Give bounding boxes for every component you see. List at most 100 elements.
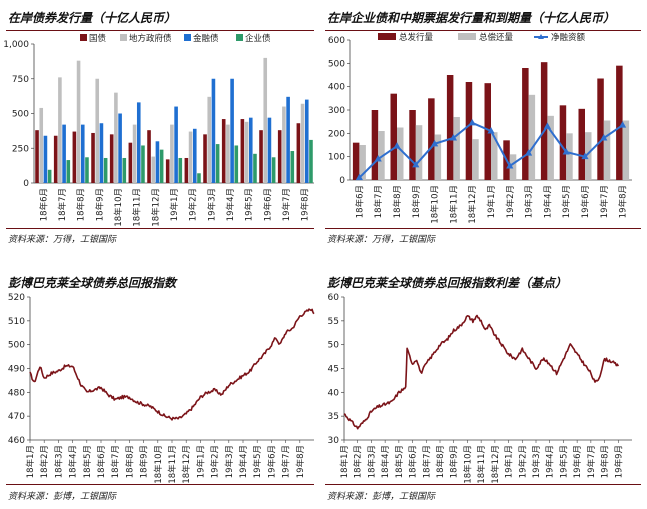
chart-title-global-bond-index: 彭博巴克莱全球债券总回报指数 (8, 276, 177, 290)
legend-label: 金融债 (193, 33, 219, 44)
legend-swatch (80, 34, 87, 41)
x-tick-label: 19年6月 (266, 445, 277, 478)
x-tick-label: 18年2月 (353, 445, 364, 478)
global-bond-index-chart: 460 470 480 490 500 510 520 18年1月 18年2月 18年3月 18年4… (8, 293, 315, 484)
source-rule (325, 228, 641, 229)
bar (72, 131, 77, 183)
legend-label: 总偿还量 (479, 32, 514, 43)
x-tick-label: 19年1月 (486, 185, 497, 218)
bar (226, 124, 230, 183)
bar (397, 127, 404, 180)
bar (234, 145, 239, 183)
source-rule (6, 228, 314, 229)
legend-swatch (120, 34, 127, 41)
bar (304, 99, 309, 183)
legend-label: 企业债 (245, 33, 271, 44)
y-tick-label: 460 (8, 436, 25, 446)
bar (491, 132, 498, 180)
bar (240, 119, 245, 183)
x-tick-label: 18年4月 (68, 445, 79, 478)
bar (290, 151, 295, 183)
x-tick-label: 18年10月 (153, 445, 164, 484)
index-line (343, 314, 620, 430)
x-tick-label: 19年5月 (558, 445, 569, 478)
x-tick-label: 19年6月 (262, 188, 273, 221)
bar (446, 75, 454, 180)
x-tick-label: 19年7月 (281, 445, 292, 478)
data-point (506, 162, 514, 169)
source-note: 资料来源：万得，工银国际 (8, 235, 117, 245)
data-point (412, 160, 420, 168)
y-tick-label: 300 (328, 106, 345, 116)
bar (352, 142, 360, 180)
x-tick-label: 18年5月 (394, 445, 405, 478)
bar (99, 123, 104, 183)
bar (253, 153, 257, 183)
x-tick-label: 18年11月 (448, 185, 459, 224)
x-tick-label: 18年5月 (82, 445, 93, 478)
bar (114, 92, 118, 183)
legend-label: 国债 (89, 33, 107, 44)
bar (547, 115, 554, 180)
y-tick-label: 0 (23, 179, 29, 189)
y-tick-label: 480 (8, 388, 25, 398)
bar (192, 128, 197, 183)
y-tick-label: 750 (12, 75, 29, 85)
x-tick-label: 18年3月 (53, 445, 64, 478)
data-point (449, 134, 457, 141)
bar (215, 144, 220, 183)
bar (207, 96, 212, 183)
y-tick-label: 40 (328, 388, 340, 398)
bar (230, 78, 234, 183)
bar (585, 132, 592, 180)
bar (221, 119, 226, 183)
bar (165, 159, 170, 183)
x-tick-label: 19年5月 (252, 445, 263, 478)
title-rule (325, 30, 641, 31)
bar (203, 134, 207, 183)
y-tick-label: 100 (328, 153, 345, 163)
x-tick-label: 18年1月 (25, 445, 36, 478)
bar (188, 131, 193, 183)
x-tick-label: 19年5月 (244, 188, 255, 221)
index-line (29, 308, 315, 421)
x-tick-label: 19年1月 (195, 445, 206, 478)
bar (244, 121, 249, 183)
bar (159, 149, 164, 183)
bar (603, 120, 611, 180)
bar (428, 98, 435, 180)
y-tick-label: 55 (328, 317, 339, 327)
y-tick-label: 30 (328, 436, 340, 446)
bar (259, 130, 263, 183)
data-point (487, 127, 495, 134)
bar (141, 145, 145, 183)
bar (622, 120, 630, 180)
y-tick-label: 60 (328, 293, 340, 303)
x-tick-label: 19年3月 (206, 188, 217, 221)
x-tick-label: 18年1月 (339, 445, 350, 478)
bar (53, 135, 58, 183)
bar (122, 157, 127, 183)
data-point (431, 139, 439, 147)
y-tick-label: 50 (328, 341, 340, 351)
x-tick-label: 18年11月 (132, 188, 143, 227)
source-note: 资料来源：彭博，工银国际 (8, 492, 117, 502)
bar (597, 78, 604, 180)
bar (136, 102, 141, 183)
legend-swatch (458, 33, 476, 40)
bar (58, 77, 62, 183)
data-point (619, 121, 627, 128)
bar (35, 130, 39, 183)
y-tick-label: 200 (328, 129, 345, 139)
x-tick-label: 19年8月 (295, 445, 306, 478)
bar (151, 156, 156, 183)
bar (47, 169, 52, 183)
bar (484, 83, 491, 180)
x-tick-label: 18年11月 (476, 445, 487, 484)
legend-swatch (378, 33, 396, 40)
x-tick-label: 18年7月 (57, 188, 68, 221)
x-tick-label: 18年12月 (181, 445, 192, 484)
data-point (355, 173, 363, 181)
bar (91, 132, 95, 183)
